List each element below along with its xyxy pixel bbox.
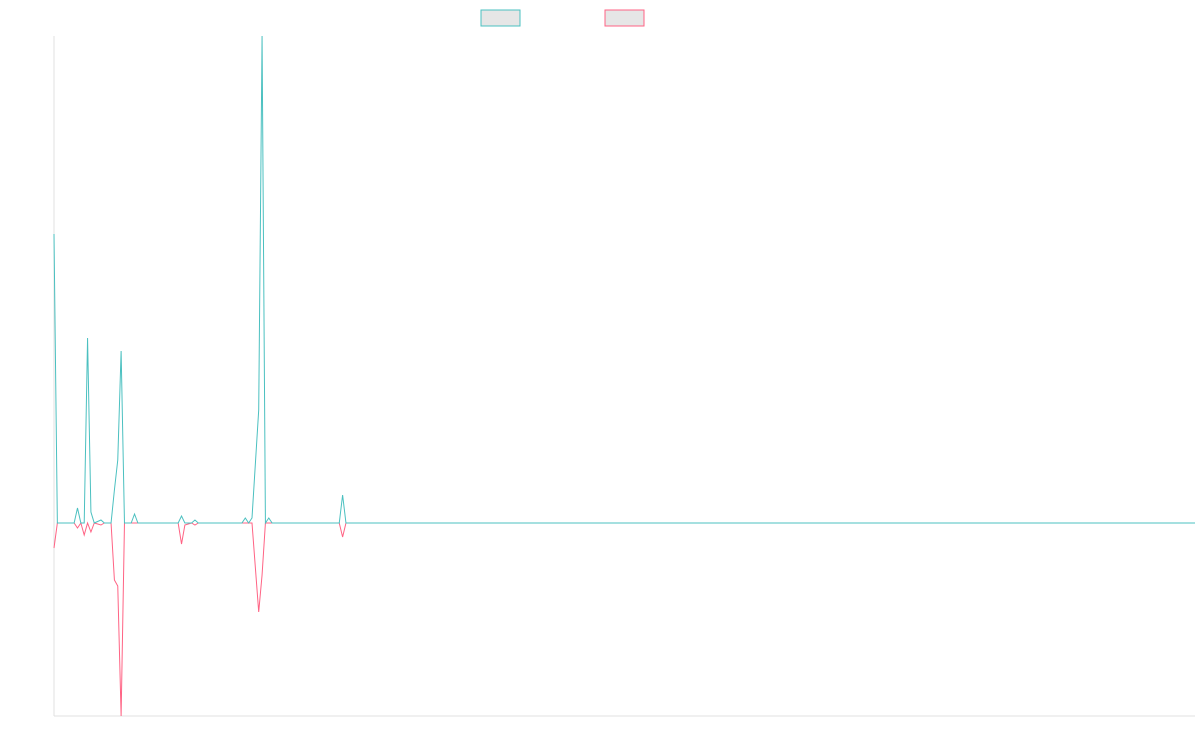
series-line	[53, 35, 1195, 525]
legend-swatch[interactable]	[604, 9, 645, 27]
legend-swatch[interactable]	[480, 9, 521, 27]
series-line	[53, 521, 1195, 717]
